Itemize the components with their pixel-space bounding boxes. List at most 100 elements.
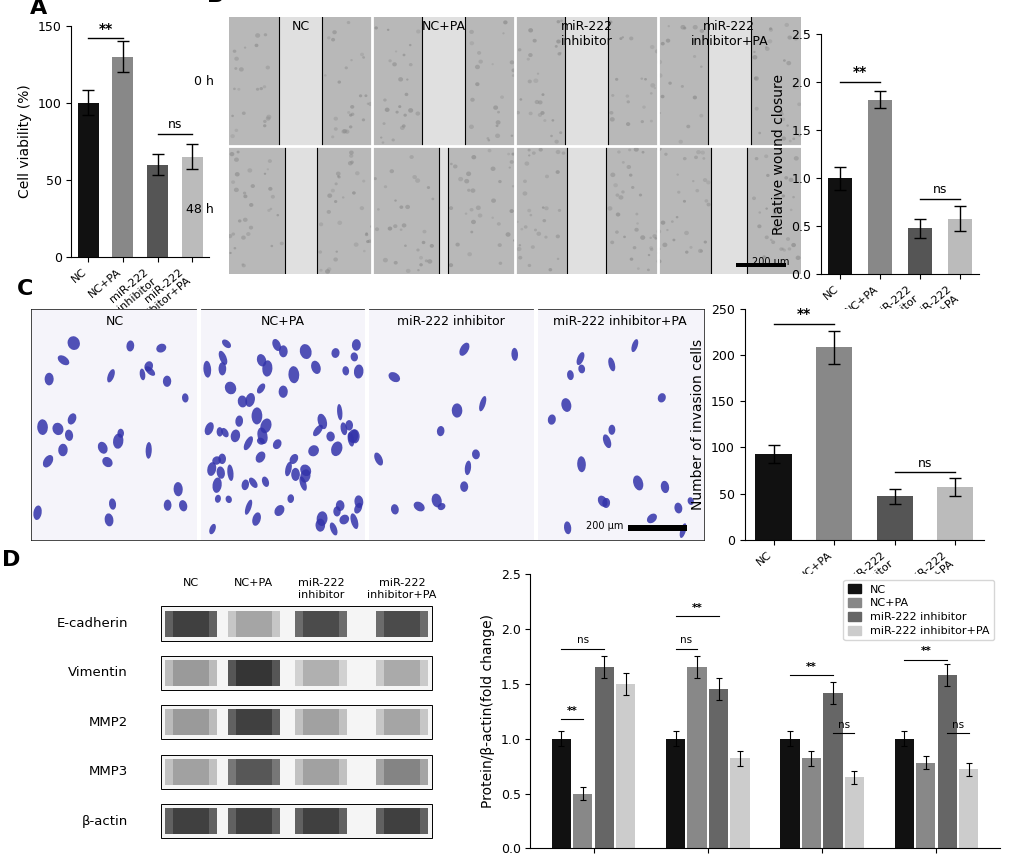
Circle shape [350, 105, 354, 109]
Circle shape [557, 52, 560, 56]
Ellipse shape [216, 427, 223, 436]
Circle shape [405, 93, 408, 96]
Circle shape [533, 229, 536, 231]
Circle shape [692, 25, 697, 29]
Circle shape [750, 265, 753, 267]
Bar [228, 808, 235, 834]
Circle shape [394, 200, 396, 201]
Ellipse shape [460, 482, 468, 492]
Bar [801, 758, 820, 848]
Circle shape [640, 236, 645, 240]
Circle shape [499, 95, 503, 99]
Circle shape [511, 153, 515, 156]
Circle shape [632, 246, 636, 249]
Circle shape [354, 243, 359, 247]
Circle shape [455, 243, 460, 247]
Circle shape [781, 136, 786, 141]
Circle shape [417, 269, 419, 272]
Circle shape [348, 154, 353, 158]
Circle shape [559, 20, 562, 22]
Circle shape [607, 207, 611, 211]
Circle shape [656, 60, 661, 64]
Circle shape [556, 20, 559, 23]
Text: 200 μm: 200 μm [585, 521, 623, 530]
Bar [296, 610, 303, 637]
Bar [780, 739, 799, 848]
Bar [730, 758, 749, 848]
Circle shape [536, 73, 539, 75]
Ellipse shape [145, 362, 153, 371]
Ellipse shape [65, 429, 73, 440]
Bar [376, 808, 427, 834]
Circle shape [683, 157, 686, 160]
Ellipse shape [331, 441, 342, 456]
Bar [161, 705, 432, 740]
Text: C: C [17, 279, 34, 298]
Bar [228, 808, 279, 834]
Circle shape [640, 120, 643, 123]
Circle shape [242, 111, 246, 115]
Circle shape [693, 156, 697, 159]
Text: **: ** [919, 646, 930, 656]
Circle shape [618, 195, 623, 200]
Circle shape [240, 236, 246, 240]
Legend: NC, NC+PA, miR-222 inhibitor, miR-222 inhibitor+PA: NC, NC+PA, miR-222 inhibitor, miR-222 in… [843, 579, 994, 640]
Circle shape [754, 157, 758, 160]
Circle shape [406, 79, 409, 81]
Bar [147, 165, 168, 257]
Circle shape [415, 111, 420, 116]
Bar [420, 660, 427, 686]
Bar [228, 758, 279, 785]
Text: NC: NC [291, 20, 310, 33]
Bar [947, 219, 971, 274]
Circle shape [276, 214, 279, 216]
Circle shape [229, 152, 234, 156]
Ellipse shape [252, 512, 261, 526]
Ellipse shape [414, 501, 424, 512]
Circle shape [336, 175, 339, 177]
Bar [229, 146, 372, 274]
Circle shape [367, 103, 369, 105]
Circle shape [516, 111, 520, 115]
Ellipse shape [511, 348, 518, 361]
Circle shape [458, 177, 463, 182]
Circle shape [467, 252, 472, 256]
Circle shape [631, 186, 634, 189]
Ellipse shape [679, 524, 686, 538]
Bar [573, 794, 592, 848]
Bar [161, 754, 432, 788]
Ellipse shape [342, 366, 348, 375]
Circle shape [671, 220, 674, 223]
Ellipse shape [602, 498, 609, 508]
Circle shape [346, 111, 350, 114]
Bar [285, 146, 316, 274]
Text: **: ** [691, 602, 702, 613]
Circle shape [337, 176, 340, 178]
Bar [376, 610, 383, 637]
Circle shape [541, 207, 544, 209]
Circle shape [366, 240, 369, 243]
Circle shape [242, 264, 246, 267]
Circle shape [653, 87, 655, 89]
Bar [165, 710, 172, 735]
Circle shape [487, 149, 491, 153]
Circle shape [263, 85, 266, 88]
Circle shape [779, 112, 783, 116]
Bar [296, 610, 346, 637]
Circle shape [629, 258, 633, 261]
Bar [296, 710, 303, 735]
Ellipse shape [287, 494, 293, 503]
Circle shape [269, 207, 272, 210]
Text: ns: ns [680, 636, 692, 645]
Circle shape [395, 111, 398, 114]
Circle shape [791, 243, 795, 247]
Ellipse shape [237, 396, 247, 407]
Circle shape [512, 185, 514, 188]
Circle shape [524, 161, 529, 165]
Bar [165, 808, 217, 834]
Circle shape [333, 127, 337, 131]
Circle shape [558, 51, 561, 54]
Circle shape [528, 53, 532, 57]
Bar [420, 660, 427, 686]
Circle shape [352, 191, 356, 195]
